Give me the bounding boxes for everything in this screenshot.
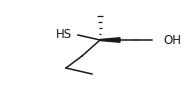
Text: OH: OH	[163, 34, 181, 46]
Polygon shape	[100, 38, 120, 42]
Text: HS: HS	[56, 27, 72, 40]
